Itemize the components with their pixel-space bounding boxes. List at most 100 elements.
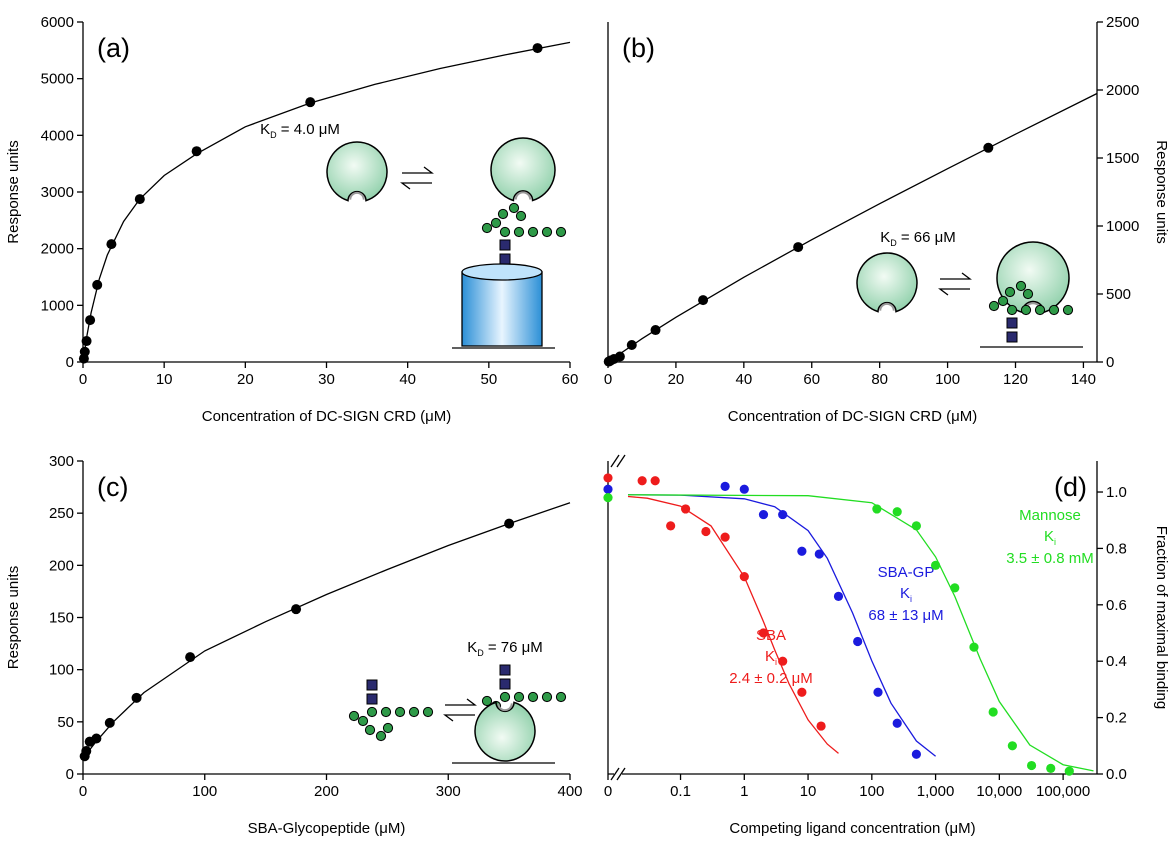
panel-label: (a) <box>97 33 130 63</box>
x-tick-label: 100 <box>192 783 217 800</box>
lectin <box>475 702 535 761</box>
glycan-residue <box>349 711 358 720</box>
data-point <box>106 239 116 249</box>
x-tick-label: 0 <box>79 371 87 388</box>
data-point <box>969 643 978 652</box>
data-point <box>666 521 675 530</box>
x-tick-label: 0 <box>604 371 612 388</box>
x-axis-label: Concentration of DC-SIGN CRD (μM) <box>202 408 452 425</box>
glycan-residue <box>1063 305 1072 314</box>
data-point <box>681 504 690 513</box>
y-tick-label: 4000 <box>41 127 74 144</box>
y-tick-label: 0.0 <box>1106 766 1127 783</box>
series-estimate: 2.4 ± 0.2 μM <box>729 670 813 687</box>
lectin <box>491 138 555 201</box>
glycan-square <box>500 665 510 675</box>
data-point <box>192 146 202 156</box>
panel-label: (b) <box>622 33 655 63</box>
data-point <box>82 336 92 346</box>
fit-curve <box>608 94 1097 363</box>
constant-subscript: i <box>1054 537 1056 547</box>
data-point <box>305 97 315 107</box>
data-point <box>797 547 806 556</box>
equilibrium-arrow <box>940 273 970 279</box>
x-axis-label: Competing ligand concentration (μM) <box>729 820 975 837</box>
constant-symbol: K <box>1044 528 1054 545</box>
data-point <box>135 194 145 204</box>
y-tick-label: 250 <box>49 505 74 522</box>
series-estimate: 68 ± 13 μM <box>868 607 943 624</box>
glycan <box>482 203 565 264</box>
glycan-residue <box>542 227 551 236</box>
data-point <box>701 527 710 536</box>
x-tick-label: 0 <box>604 783 612 800</box>
data-point <box>504 519 514 529</box>
data-point <box>931 561 940 570</box>
glycan-residue <box>528 692 537 701</box>
glycan-residue <box>1049 305 1058 314</box>
x-tick-label: 10,000 <box>976 783 1022 800</box>
data-point <box>81 746 91 756</box>
y-axis-label: Response units <box>5 566 22 669</box>
glycan-residue <box>376 731 385 740</box>
data-point <box>533 43 543 53</box>
panel-label: (c) <box>97 472 128 502</box>
illustrations <box>327 138 1083 763</box>
glycan-residue <box>1007 305 1016 314</box>
data-point <box>1027 761 1036 770</box>
glycan-residue <box>1035 305 1044 314</box>
glycan-square <box>367 694 377 704</box>
annotation-value: = 76 μM <box>484 639 543 656</box>
y-tick-label: 100 <box>49 662 74 679</box>
glycan-residue <box>409 707 418 716</box>
data-point <box>85 315 95 325</box>
lectin-body <box>491 138 555 201</box>
x-tick-label: 100 <box>859 783 884 800</box>
data-point <box>1065 767 1074 776</box>
x-tick-label: 20 <box>237 371 254 388</box>
glycan-residue <box>383 723 392 732</box>
lectin <box>857 253 917 312</box>
x-tick-label: 20 <box>668 371 685 388</box>
x-tick-label: 10 <box>156 371 173 388</box>
y-tick-label: 1.0 <box>1106 484 1127 501</box>
series-constant: Ki <box>1044 528 1056 547</box>
x-axis-label: Concentration of DC-SIGN CRD (μM) <box>728 408 978 425</box>
fit-curve <box>628 497 839 754</box>
data-point <box>698 295 708 305</box>
y-tick-label: 1000 <box>41 297 74 314</box>
x-tick-label: 60 <box>562 371 579 388</box>
annotation-value: = 66 μM <box>897 229 956 246</box>
x-tick-label: 40 <box>735 371 752 388</box>
series-estimate: 3.5 ± 0.8 mM <box>1006 550 1093 567</box>
data-point <box>603 493 612 502</box>
y-tick-label: 3000 <box>41 184 74 201</box>
x-tick-label: 0 <box>79 783 87 800</box>
data-point <box>912 750 921 759</box>
glycan-residue <box>542 692 551 701</box>
y-tick-label: 2000 <box>41 241 74 258</box>
data-point <box>1008 741 1017 750</box>
glycan-residue <box>395 707 404 716</box>
series-constant: Ki <box>900 585 912 604</box>
y-tick-label: 1000 <box>1106 218 1139 235</box>
y-axis-label: Response units <box>5 140 22 243</box>
glycan-residue <box>509 203 518 212</box>
data-point <box>291 604 301 614</box>
y-axis-label: Fraction of maximal binding <box>1153 526 1169 709</box>
data-point <box>834 592 843 601</box>
data-point <box>853 637 862 646</box>
glycan-residue <box>365 725 374 734</box>
glycan-residue <box>381 707 390 716</box>
y-tick-label: 5000 <box>41 71 74 88</box>
x-tick-label: 30 <box>318 371 335 388</box>
x-tick-label: 100 <box>935 371 960 388</box>
y-tick-label: 0 <box>66 766 74 783</box>
glycan-residue <box>514 227 523 236</box>
data-point <box>793 242 803 252</box>
panel-label: (d) <box>1054 472 1087 502</box>
x-tick-label: 60 <box>803 371 820 388</box>
data-point <box>950 583 959 592</box>
data-point <box>651 325 661 335</box>
glycan-square <box>500 679 510 689</box>
